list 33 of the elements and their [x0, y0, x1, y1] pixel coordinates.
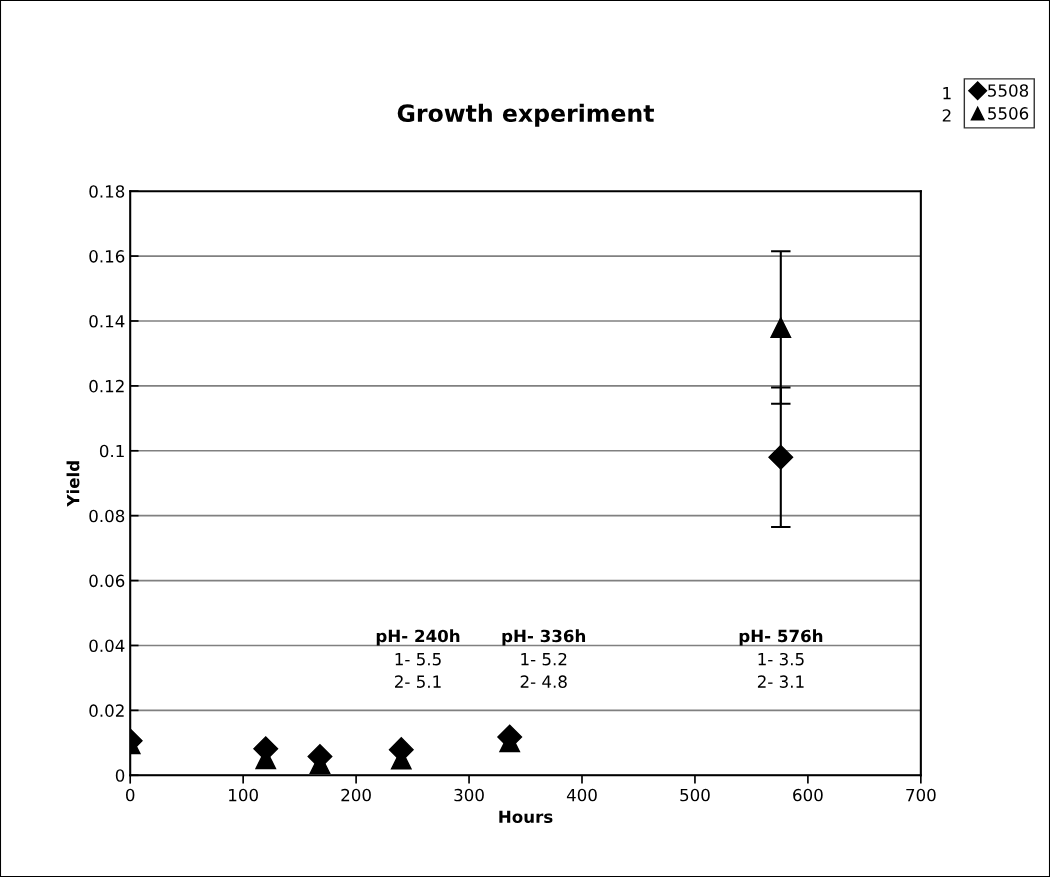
y-axis-title: Yield: [66, 461, 80, 507]
x-tick-label: 400: [566, 788, 597, 802]
x-tick-label: 700: [906, 788, 936, 802]
x-tick-label: 200: [341, 788, 371, 802]
legend-label: 5506: [988, 107, 1029, 120]
annotation: pH- 336h: [502, 629, 586, 646]
y-tick-label: 0.16: [89, 250, 125, 263]
annotation: pH- 240h: [376, 629, 460, 646]
y-tick-label: 0.04: [89, 639, 125, 653]
x-tick-label: 0: [126, 788, 135, 802]
x-tick-label: 300: [454, 788, 484, 802]
chart-title: Growth experiment: [397, 103, 654, 127]
text: 1: [943, 87, 951, 100]
legend-label: 5508: [988, 84, 1029, 97]
x-tick-label: 600: [793, 788, 823, 802]
y-tick-label: 0.1: [99, 444, 124, 458]
point: [770, 317, 792, 338]
y-tick-label: 0: [115, 769, 125, 782]
annotation: 1- 3.5 2- 3.1: [757, 652, 804, 688]
y-tick-label: 0.12: [89, 379, 124, 393]
y-tick-label: 0.14: [89, 314, 125, 328]
annotation: 1- 5.5 2- 5.1: [395, 653, 441, 688]
x-axis-title: Hours: [499, 810, 553, 824]
text: 2: [942, 109, 951, 122]
y-tick-label: 0.06: [89, 574, 125, 588]
y-tick-label: 0.08: [89, 509, 125, 523]
x-tick-label: 100: [229, 788, 258, 802]
annotation: pH- 576h: [739, 629, 823, 646]
point: [768, 444, 794, 470]
y-tick-label: 0.18: [89, 185, 125, 198]
annotation: 1- 5.2 2- 4.8: [520, 652, 567, 688]
y-tick-label: 0.02: [89, 704, 124, 717]
x-tick-label: 500: [680, 788, 710, 802]
